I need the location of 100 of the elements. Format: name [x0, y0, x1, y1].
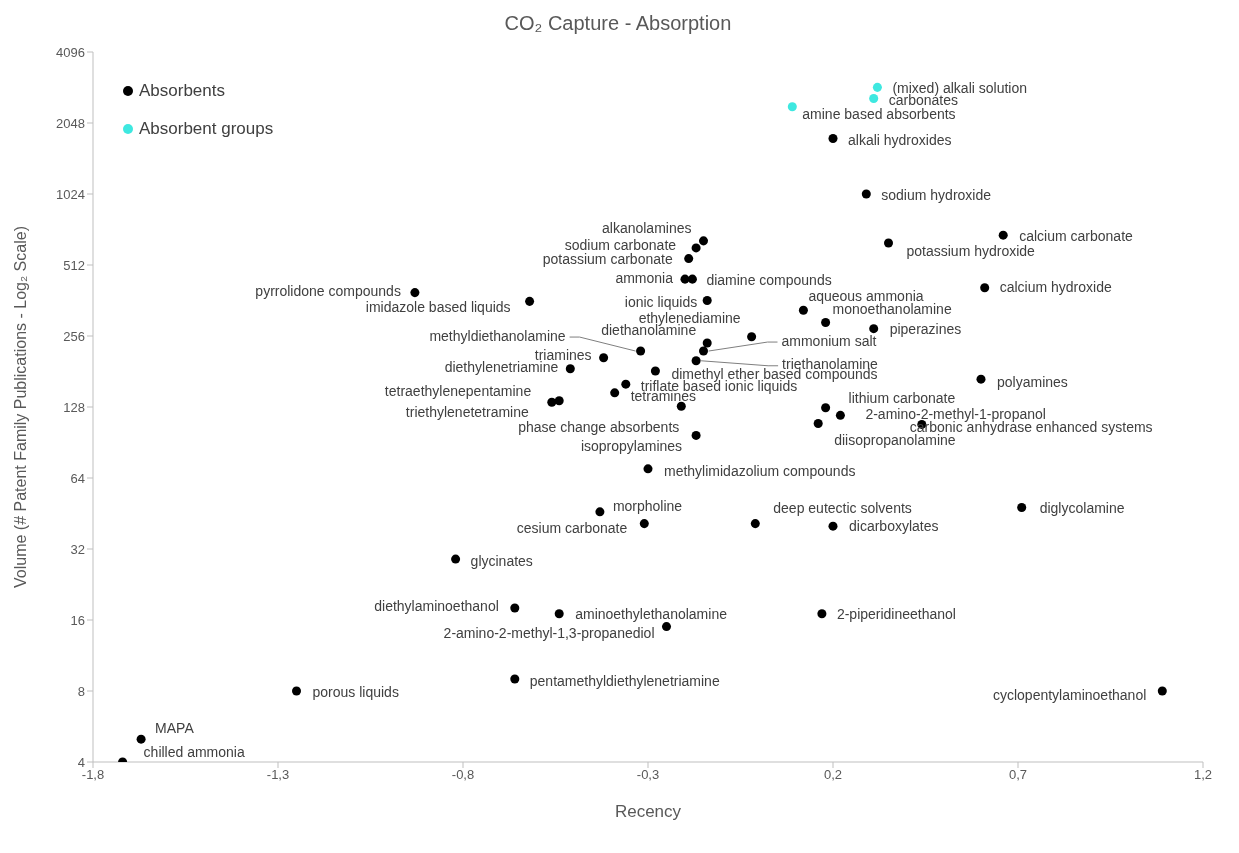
annotation: methylimidazolium compounds [664, 462, 856, 479]
annotation: piperazines [889, 321, 962, 338]
annotation: isopropylamines [580, 438, 683, 455]
x-tick-label: 1,2 [1193, 767, 1213, 783]
annotation: glycinates [470, 552, 533, 569]
point [869, 324, 879, 334]
point [787, 102, 797, 112]
point [698, 346, 709, 356]
point [821, 318, 831, 328]
point [883, 238, 894, 248]
point [554, 396, 564, 406]
point [676, 401, 686, 411]
annotation: ammonium salt [781, 332, 877, 349]
y-tick-label: 256 [63, 328, 85, 344]
annotation: morpholine [612, 497, 683, 514]
annotation: alkali hydroxides [848, 132, 952, 149]
y-tick-label: 2048 [56, 115, 85, 131]
point [610, 388, 620, 398]
y-tick-label: 4096 [56, 44, 85, 60]
annotation: chilled ammonia [143, 743, 245, 760]
annotation: tetraethylenepentamine [384, 383, 532, 400]
point [702, 338, 712, 348]
annotation: ionic liquids [624, 294, 698, 311]
point [595, 507, 605, 517]
annotation: methyldiethanolamine [429, 327, 566, 344]
annotation: MAPA [155, 719, 195, 736]
legend-label: Absorbents [139, 81, 225, 101]
annotation: pyrrolidone compounds [255, 283, 401, 300]
point [639, 519, 649, 529]
point [554, 609, 564, 619]
point [828, 134, 838, 144]
annotation: pentamethyldiethylenetriamine [529, 672, 720, 689]
point [410, 288, 420, 298]
point [621, 379, 631, 389]
point [691, 243, 701, 253]
annotation: diisopropanolamine [834, 432, 956, 449]
point [684, 254, 694, 264]
y-tick-label: 512 [63, 257, 85, 273]
annotation: 2-amino-2-methyl-1,3-propanediol [443, 625, 655, 642]
annotation: triethylenetetramine [405, 404, 530, 421]
legend-label: Absorbent groups [139, 119, 274, 139]
annotation: aminoethylethanolamine [575, 606, 728, 623]
y-axis-title: Volume (# Patent Family Publications - Log₂ Scale) [11, 226, 29, 588]
point [998, 230, 1008, 240]
annotation: diethylaminoethanol [374, 597, 499, 614]
y-tick-label: 128 [63, 399, 85, 415]
annotation: polyamines [997, 373, 1068, 390]
y-tick-label: 8 [77, 683, 85, 699]
annotation: alkanolamines [602, 219, 692, 236]
point [821, 403, 831, 413]
annotation: 2-amino-2-methyl-1-propanol [865, 406, 1046, 423]
y-tick-label: 32 [70, 541, 85, 557]
annotation: potassium carbonate [542, 251, 673, 268]
point [510, 674, 520, 684]
point [702, 296, 712, 306]
point [691, 430, 701, 440]
point [798, 305, 808, 315]
annotation: monoethanolamine [832, 301, 952, 318]
annotation: ammonia [615, 269, 674, 286]
point [451, 554, 461, 564]
point [976, 374, 986, 384]
point [136, 734, 146, 744]
annotation: cesium carbonate [516, 520, 628, 537]
annotation: diamine compounds [706, 271, 832, 288]
annotation: lithium carbonate [848, 389, 956, 406]
point [599, 353, 609, 363]
point [747, 332, 757, 342]
x-tick-label: 0,7 [1008, 767, 1028, 783]
annotation: 2-piperidineethanol [836, 606, 956, 623]
annotation: imidazole based liquids [365, 299, 511, 316]
chart-title: CO₂ Capture - Absorption [503, 11, 733, 36]
y-tick-label: 1024 [56, 186, 85, 202]
x-tick-label: 0,2 [823, 767, 843, 783]
x-axis-title: Recency [614, 802, 682, 821]
point [643, 464, 653, 474]
y-tick-label: 4 [77, 754, 85, 770]
point [547, 397, 557, 407]
point [291, 686, 302, 696]
annotation: dicarboxylates [849, 517, 939, 534]
y-tick-label: 64 [70, 470, 85, 486]
annotation: cyclopentylaminoethanol [992, 686, 1147, 703]
point [687, 274, 697, 284]
point [861, 189, 871, 199]
point [817, 609, 827, 619]
point [565, 364, 575, 374]
point [813, 418, 823, 428]
x-tick-label: -0,3 [636, 767, 660, 783]
y-tick-label: 16 [70, 612, 85, 628]
x-tick-label: -0,8 [451, 767, 475, 783]
point [525, 296, 535, 306]
point [510, 603, 520, 613]
point [872, 82, 882, 92]
annotation: calcium carbonate [1019, 227, 1134, 244]
point [980, 283, 990, 293]
point [650, 366, 660, 376]
point [869, 94, 879, 104]
annotation: sodium hydroxide [881, 186, 992, 203]
point [828, 521, 838, 531]
annotation: diglycolamine [1039, 500, 1125, 517]
point [1157, 686, 1167, 696]
